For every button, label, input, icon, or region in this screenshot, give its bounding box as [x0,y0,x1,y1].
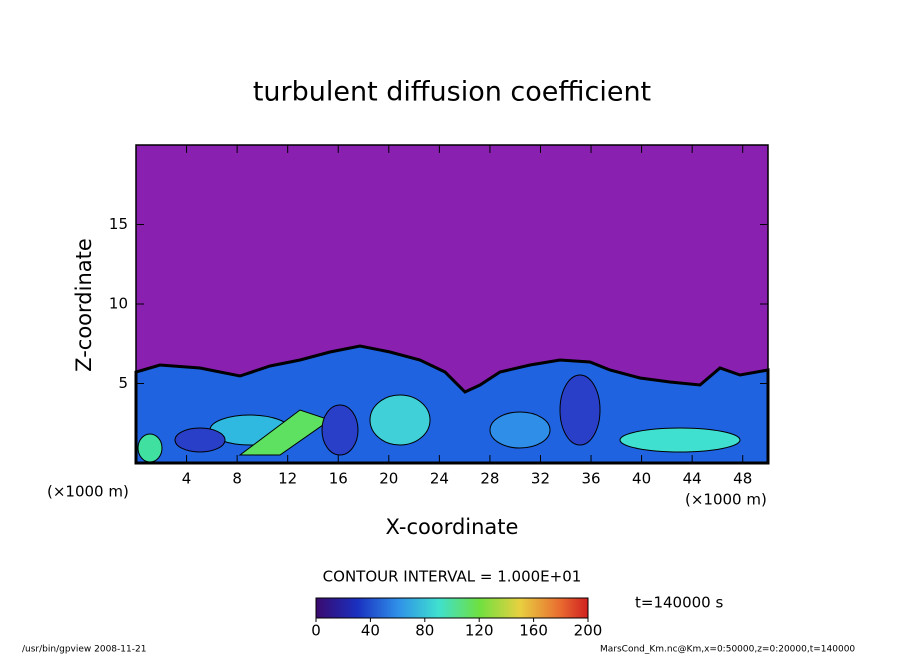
field-patch [321,404,359,456]
footer-right: MarsCond_Km.nc@Km,x=0:50000,z=0:20000,t=… [600,645,855,654]
x-unit-left: (×1000 m) [47,483,129,501]
field-patch [137,433,163,463]
chart-title: turbulent diffusion coefficient [253,77,651,108]
footer-left: /usr/bin/gpview 2008-11-21 [22,645,146,654]
colorbar-tick-label: 120 [465,622,494,640]
field [134,145,770,465]
x-tick-label: 36 [581,470,600,488]
colorbar-tick-label: 200 [574,622,603,640]
x-tick-label: 32 [531,470,550,488]
y-axis-label: Z-coordinate [72,238,96,372]
colorbar-tick-label: 80 [415,622,434,640]
x-tick-label: 48 [733,470,752,488]
x-tick-label: 20 [379,470,398,488]
x-tick-label: 40 [632,470,651,488]
colorbar-tick-label: 0 [311,622,321,640]
y-tick-label: 10 [109,295,128,313]
colorbar-tick-label: 40 [361,622,380,640]
field-patch [489,411,551,449]
y-tick-label: 5 [118,374,128,392]
x-tick-label: 8 [232,470,242,488]
colorbar-tick-label: 160 [519,622,548,640]
x-unit-right: (×1000 m) [685,491,767,509]
x-tick-label: 4 [182,470,192,488]
field-patch [174,427,226,453]
colorbar [315,597,589,619]
x-tick-label: 12 [278,470,297,488]
x-tick-label: 28 [480,470,499,488]
time-label: t=140000 s [635,594,723,612]
field-patch [559,374,601,446]
x-tick-label: 44 [683,470,702,488]
field-patch [619,427,741,453]
y-tick-label: 15 [109,215,128,233]
x-axis-label: X-coordinate [386,515,519,539]
field-patch [369,394,431,446]
contour-interval: CONTOUR INTERVAL = 1.000E+01 [323,568,582,586]
x-tick-label: 16 [329,470,348,488]
x-tick-label: 24 [430,470,449,488]
